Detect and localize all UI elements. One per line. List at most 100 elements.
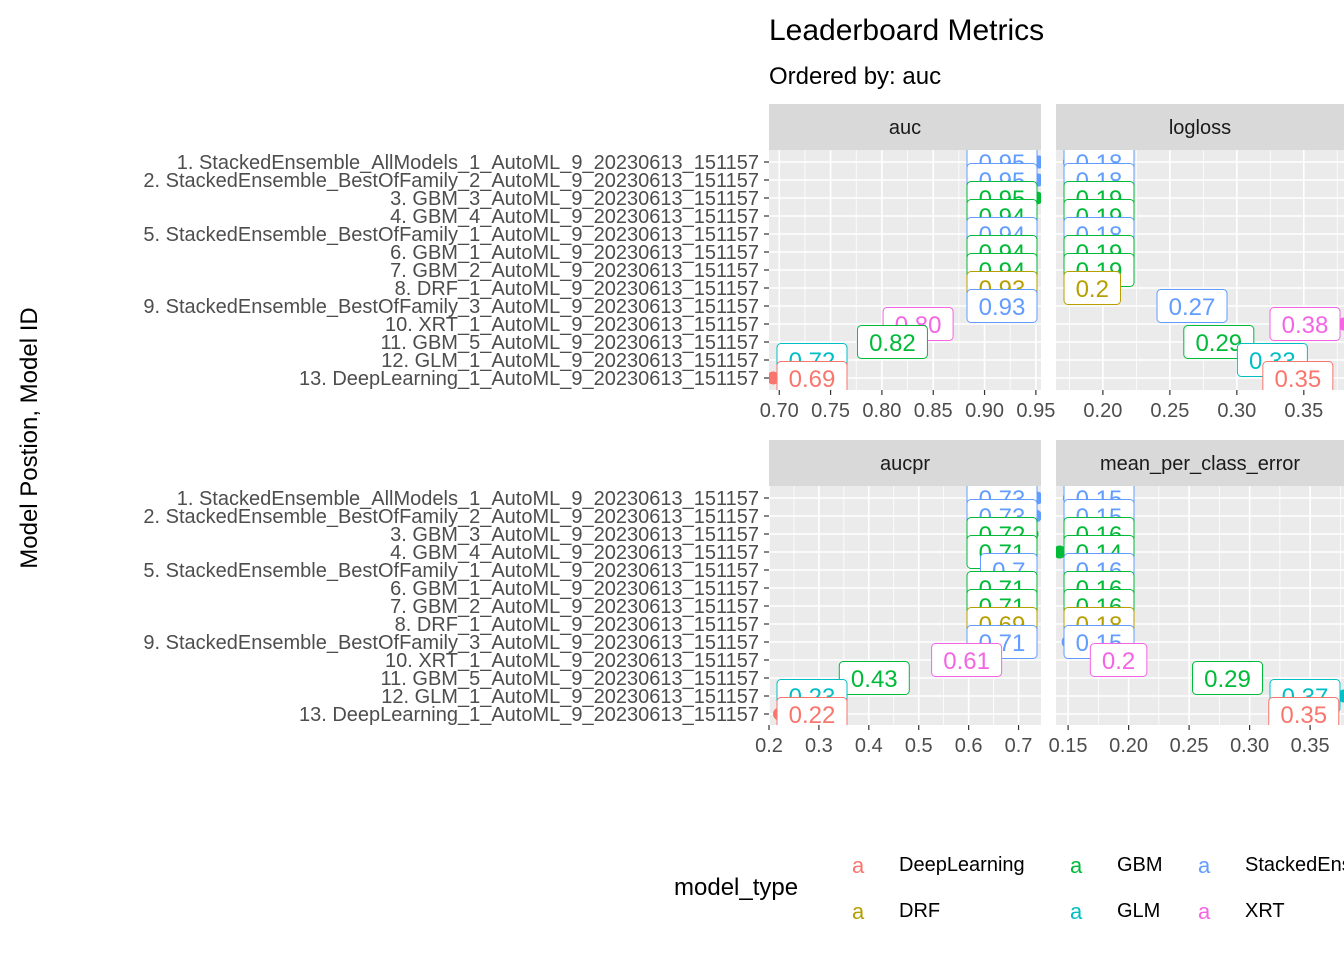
legend-label-StackedEnsemble: StackedEnsemble [1245,854,1344,876]
data-label: 0.35 [1274,366,1321,393]
data-label-box [1183,325,1255,359]
x-tick-label: 0.4 [855,735,883,757]
x-tick-label: 0.35 [1284,400,1323,422]
data-label-box [966,289,1038,323]
facet-panel-auc: auc 0.70 0.75 0.80 0.85 0.90 0.95 1. StackedEns… [143,104,1055,422]
legend-label-DRF: DRF [899,900,940,922]
y-tick-label: 7. GBM_2_AutoML_9_20230613_151157 [390,260,759,282]
x-tick-label: 0.85 [914,400,953,422]
data-label: 0.35 [1280,702,1327,729]
data-label: 0.43 [851,666,898,693]
y-tick-label: 6. GBM_1_AutoML_9_20230613_151157 [390,242,759,264]
data-label: 0.93 [979,294,1026,321]
facet-strip-label: mean_per_class_error [1100,453,1300,475]
y-tick-label: 6. GBM_1_AutoML_9_20230613_151157 [390,578,759,600]
y-tick-label: 11. GBM_5_AutoML_9_20230613_151157 [381,332,759,354]
y-tick-label: 9. StackedEnsemble_BestOfFamily_3_AutoML… [143,296,759,318]
chart-title: Leaderboard Metrics [769,14,1044,47]
x-tick-label: 0.15 [1049,735,1088,757]
facet-strip-label: aucpr [880,453,930,475]
legend-label-GBM: GBM [1117,854,1163,876]
data-label-box [838,661,910,695]
facet-strip [769,440,1041,486]
facet-panel-logloss: logloss0.200.250.300.350.180.180.190.190… [1056,104,1344,422]
legend-key-GLM: a [1070,899,1083,924]
legend-label-DeepLearning: DeepLearning [899,854,1025,876]
data-label: 0.2 [1102,648,1135,675]
chart-subtitle: Ordered by: auc [769,63,941,90]
legend-key-DeepLearning: a [852,853,865,878]
data-label-box [1262,361,1334,390]
y-tick-label: 5. StackedEnsemble_BestOfFamily_1_AutoML… [143,560,759,582]
facet-panel-aucpr: aucpr 0.2 0.3 0.4 0.5 0.6 0.7 1. StackedEnsembl… [143,440,1041,757]
legend-label-XRT: XRT [1245,900,1285,922]
x-tick-label: 0.25 [1150,400,1189,422]
data-label-box [931,643,1003,677]
x-tick-label: 0.30 [1230,735,1269,757]
panel-data: 0.950.950.950.940.940.940.940.930.930.80… [769,150,1041,393]
legend-title: model_type [674,874,798,901]
facet-panel-mean_per_class_error: mean_per_class_error 0.15 0.20 0.25 0.30 0.35… [1049,440,1344,757]
facet-strip-label: auc [889,117,921,139]
y-tick-label: 1. StackedEnsemble_AllModels_1_AutoML_9_… [177,152,759,174]
y-tick-label: 1. StackedEnsemble_AllModels_1_AutoML_9_… [177,488,759,510]
y-tick-label: 12. GLM_1_AutoML_9_20230613_151157 [381,686,759,708]
x-tick-label: 0.6 [955,735,983,757]
data-label: 0.22 [789,702,836,729]
y-tick-label: 8. DRF_1_AutoML_9_20230613_151157 [395,278,759,300]
y-tick-label: 12. GLM_1_AutoML_9_20230613_151157 [381,350,759,372]
facet-strip [1056,440,1344,486]
x-tick-label: 0.5 [905,735,933,757]
x-tick-label: 0.20 [1083,400,1122,422]
data-label: 0.29 [1204,666,1251,693]
y-tick-label: 10. XRT_1_AutoML_9_20230613_151157 [385,650,759,672]
y-tick-label: 11. GBM_5_AutoML_9_20230613_151157 [381,668,759,690]
legend-key-GBM: a [1070,853,1083,878]
facet-strip-label: logloss [1169,117,1231,139]
x-tick-label: 0.25 [1170,735,1209,757]
legend: model_type a DeepLearning a DRF a GBM a GLM a Sta… [674,853,1344,924]
data-label-box [1192,661,1264,695]
data-label-box [776,361,848,390]
x-tick-label: 0.7 [1005,735,1033,757]
y-tick-label: 5. StackedEnsemble_BestOfFamily_1_AutoML… [143,224,759,246]
y-tick-label: 9. StackedEnsemble_BestOfFamily_3_AutoML… [143,632,759,654]
y-tick-label: 4. GBM_4_AutoML_9_20230613_151157 [390,542,759,564]
data-label: 0.38 [1282,312,1329,339]
y-axis-title: Model Postion, Model ID [16,307,43,568]
y-tick-label: 2. StackedEnsemble_BestOfFamily_2_AutoML… [143,506,759,528]
x-tick-label: 0.3 [805,735,833,757]
y-tick-label: 10. XRT_1_AutoML_9_20230613_151157 [385,314,759,336]
data-label-box [776,697,848,725]
legend-key-XRT: a [1198,899,1211,924]
x-tick-label: 0.70 [760,400,799,422]
data-label-box [1269,307,1341,341]
x-tick-label: 0.95 [1016,400,1055,422]
y-tick-label: 3. GBM_3_AutoML_9_20230613_151157 [390,188,759,210]
panel-data: 0.180.180.190.190.180.190.190.20.270.380… [1062,150,1344,393]
facet-strip [769,104,1041,150]
panel-data: 0.730.730.720.710.70.710.710.690.710.610… [772,486,1041,729]
data-label: 0.61 [943,648,990,675]
x-tick-label: 0.80 [862,400,901,422]
x-tick-label: 0.2 [755,735,783,757]
data-label: 0.82 [869,330,916,357]
x-tick-label: 0.90 [965,400,1004,422]
y-tick-label: 13. DeepLearning_1_AutoML_9_20230613_151… [299,704,759,726]
y-tick-label: 13. DeepLearning_1_AutoML_9_20230613_151… [299,368,759,390]
data-label-box [856,325,928,359]
data-label-box [1063,271,1121,305]
data-label-box [1268,697,1340,725]
x-tick-label: 0.30 [1217,400,1256,422]
data-label: 0.69 [789,366,836,393]
data-label-box [1089,643,1148,677]
facet-panels: auc 0.70 0.75 0.80 0.85 0.90 0.95 1. StackedEns… [143,104,1344,757]
facet-strip [1056,104,1344,150]
legend-label-GLM: GLM [1117,900,1160,922]
y-tick-label: 7. GBM_2_AutoML_9_20230613_151157 [390,596,759,618]
data-label: 0.27 [1169,294,1216,321]
data-label: 0.2 [1076,276,1109,303]
y-tick-label: 2. StackedEnsemble_BestOfFamily_2_AutoML… [143,170,759,192]
